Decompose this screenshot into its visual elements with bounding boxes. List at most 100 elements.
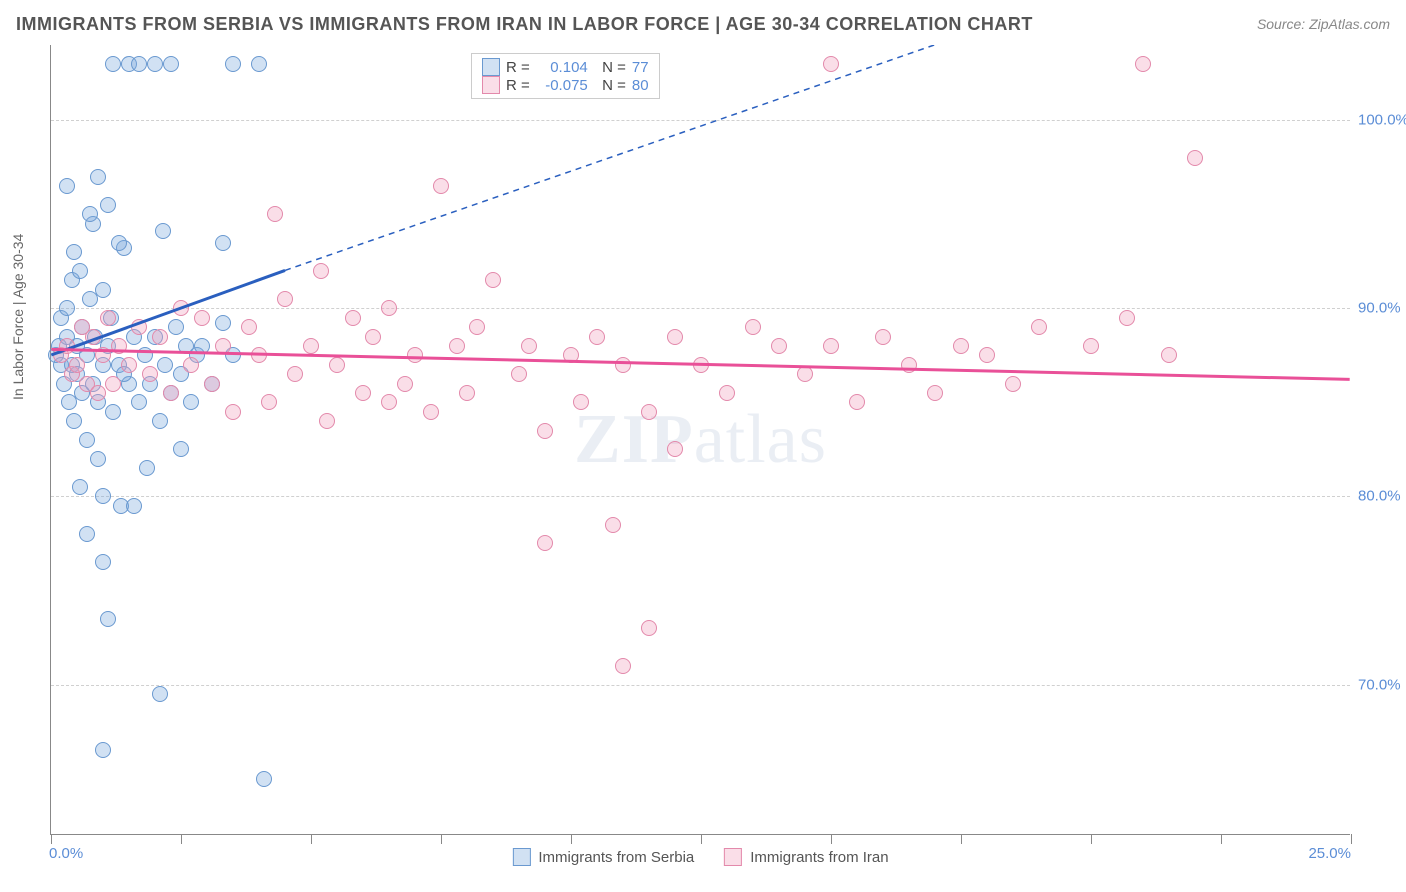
data-point	[147, 56, 163, 72]
data-point	[573, 394, 589, 410]
data-point	[152, 686, 168, 702]
data-point	[589, 329, 605, 345]
data-point	[365, 329, 381, 345]
data-point	[142, 366, 158, 382]
data-point	[251, 56, 267, 72]
data-point	[111, 235, 127, 251]
data-point	[183, 394, 199, 410]
data-point	[1161, 347, 1177, 363]
correlation-stats-box: R =0.104 N =77R =-0.075 N =80	[471, 53, 660, 99]
data-point	[90, 451, 106, 467]
data-point	[693, 357, 709, 373]
data-point	[215, 338, 231, 354]
data-point	[277, 291, 293, 307]
n-value: 77	[632, 59, 649, 76]
series-legend: Immigrants from Serbia Immigrants from Ir…	[512, 848, 888, 866]
legend-label: Immigrants from Serbia	[538, 849, 694, 866]
data-point	[100, 310, 116, 326]
data-point	[225, 404, 241, 420]
data-point	[511, 366, 527, 382]
x-tick	[311, 834, 312, 844]
gridline-horizontal	[51, 120, 1350, 121]
data-point	[225, 56, 241, 72]
data-point	[823, 338, 839, 354]
data-point	[95, 488, 111, 504]
data-point	[131, 394, 147, 410]
data-point	[183, 357, 199, 373]
legend-item: Immigrants from Iran	[724, 848, 888, 866]
legend-item: Immigrants from Serbia	[512, 848, 694, 866]
y-tick-label: 80.0%	[1358, 488, 1406, 505]
data-point	[615, 357, 631, 373]
data-point	[131, 56, 147, 72]
gridline-horizontal	[51, 496, 1350, 497]
data-point	[105, 404, 121, 420]
y-tick-label: 70.0%	[1358, 676, 1406, 693]
data-point	[194, 338, 210, 354]
data-point	[449, 338, 465, 354]
data-point	[901, 357, 917, 373]
chart-header: IMMIGRANTS FROM SERBIA VS IMMIGRANTS FRO…	[0, 0, 1406, 40]
n-label: N =	[594, 77, 626, 94]
trend-lines	[51, 45, 1350, 834]
data-point	[85, 329, 101, 345]
data-point	[66, 413, 82, 429]
data-point	[66, 244, 82, 260]
data-point	[105, 56, 121, 72]
data-point	[319, 413, 335, 429]
data-point	[719, 385, 735, 401]
data-point	[95, 554, 111, 570]
series-swatch	[482, 76, 500, 94]
data-point	[100, 611, 116, 627]
r-value: 0.104	[536, 59, 588, 76]
x-tick	[181, 834, 182, 844]
data-point	[521, 338, 537, 354]
data-point	[823, 56, 839, 72]
data-point	[979, 347, 995, 363]
data-point	[95, 742, 111, 758]
data-point	[139, 460, 155, 476]
data-point	[82, 206, 98, 222]
data-point	[303, 338, 319, 354]
data-point	[79, 432, 95, 448]
data-point	[137, 347, 153, 363]
r-label: R =	[506, 59, 530, 76]
data-point	[1083, 338, 1099, 354]
data-point	[152, 329, 168, 345]
data-point	[849, 394, 865, 410]
legend-swatch	[512, 848, 530, 866]
data-point	[1005, 376, 1021, 392]
data-point	[641, 404, 657, 420]
data-point	[615, 658, 631, 674]
data-point	[173, 300, 189, 316]
data-point	[194, 310, 210, 326]
y-tick-label: 100.0%	[1358, 112, 1406, 129]
data-point	[111, 338, 127, 354]
data-point	[152, 413, 168, 429]
source-label: Source: ZipAtlas.com	[1257, 16, 1390, 32]
data-point	[59, 338, 75, 354]
data-point	[407, 347, 423, 363]
x-tick	[571, 834, 572, 844]
data-point	[797, 366, 813, 382]
data-point	[537, 535, 553, 551]
data-point	[1119, 310, 1135, 326]
data-point	[667, 441, 683, 457]
data-point	[329, 357, 345, 373]
x-tick-label: 25.0%	[1308, 845, 1351, 862]
data-point	[121, 357, 137, 373]
r-value: -0.075	[536, 77, 588, 94]
data-point	[953, 338, 969, 354]
x-tick	[1091, 834, 1092, 844]
data-point	[469, 319, 485, 335]
data-point	[90, 385, 106, 401]
data-point	[215, 315, 231, 331]
data-point	[79, 526, 95, 542]
data-point	[433, 178, 449, 194]
data-point	[381, 300, 397, 316]
data-point	[157, 357, 173, 373]
data-point	[485, 272, 501, 288]
data-point	[251, 347, 267, 363]
data-point	[261, 394, 277, 410]
y-tick-label: 90.0%	[1358, 300, 1406, 317]
